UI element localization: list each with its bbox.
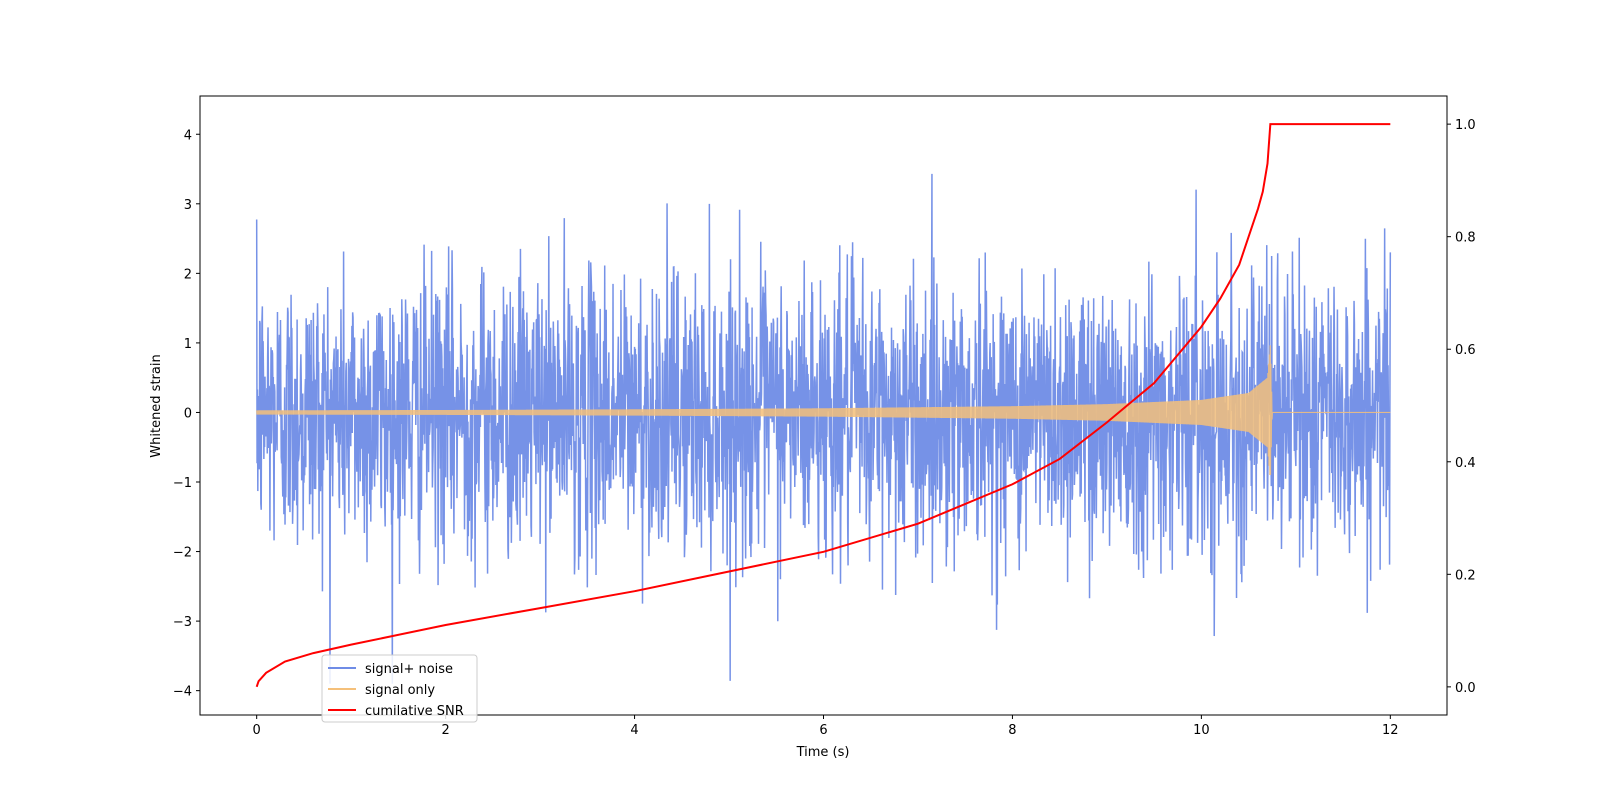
x-axis: 0 2 4 6 8 10 12 — [253, 715, 1399, 738]
y-tick-label: 1 — [184, 337, 192, 352]
y-axis-left: −4 −3 −2 −1 0 1 2 3 4 — [173, 128, 200, 700]
legend-label: signal only — [365, 683, 435, 698]
x-tick-label: 8 — [1008, 723, 1016, 738]
x-tick-label: 10 — [1193, 723, 1210, 738]
y-axis-label: Whitened strain — [149, 354, 164, 457]
x-tick-label: 0 — [253, 723, 261, 738]
y2-tick-label: 0.6 — [1455, 343, 1476, 358]
legend-label: cumilative SNR — [365, 704, 464, 719]
y-tick-label: 2 — [184, 267, 192, 282]
y-tick-label: −3 — [173, 615, 192, 630]
y-tick-label: 0 — [184, 406, 192, 421]
y2-tick-label: 0.2 — [1455, 568, 1476, 583]
series-signal-only-line — [256, 345, 1391, 476]
x-tick-label: 6 — [819, 723, 827, 738]
x-tick-label: 4 — [630, 723, 638, 738]
x-axis-label: Time (s) — [796, 745, 850, 760]
plot-area — [255, 123, 1392, 688]
series-signal-plus-noise-line — [255, 173, 1392, 684]
y-tick-label: 4 — [184, 128, 192, 143]
y2-tick-label: 0.8 — [1455, 231, 1476, 246]
y-tick-label: −4 — [173, 685, 192, 700]
y-tick-label: −2 — [173, 546, 192, 561]
x-tick-label: 2 — [441, 723, 449, 738]
y-axis-right: 0.0 0.2 0.4 0.6 0.8 1.0 — [1447, 118, 1476, 696]
y-tick-label: 3 — [184, 198, 192, 213]
legend-box — [321, 654, 478, 723]
y2-tick-label: 1.0 — [1455, 118, 1476, 133]
y2-tick-label: 0.0 — [1455, 681, 1476, 696]
x-tick-label: 12 — [1382, 723, 1399, 738]
y2-tick-label: 0.4 — [1455, 456, 1476, 471]
legend-label: signal+ noise — [365, 662, 453, 677]
series-cumulative-snr-line — [255, 123, 1391, 688]
legend: signal+ noise signal only cumilative SNR — [321, 654, 478, 723]
y-tick-label: −1 — [173, 476, 192, 491]
